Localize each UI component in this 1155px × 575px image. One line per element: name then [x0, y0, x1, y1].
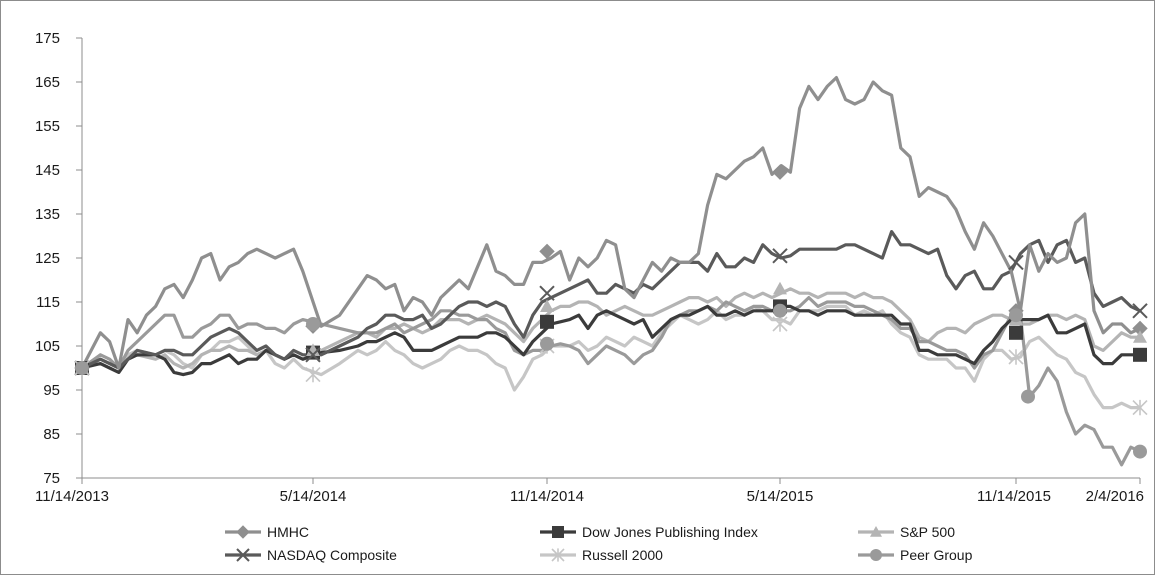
axes: 75 85 95 105 115 125 135 145 155 165 175 11/14/2013… — [35, 30, 1144, 505]
data-point-dow-jones-publishing-index — [1009, 325, 1023, 340]
legend-item-peer-group: Peer Group — [858, 547, 973, 563]
legend-label: Russell 2000 — [582, 547, 663, 563]
series-line-nasdaq-composite — [80, 230, 1142, 370]
legend-marker — [236, 525, 250, 539]
data-point-peer-group — [1021, 389, 1035, 404]
legend-marker — [552, 526, 564, 538]
data-point-peer-group — [75, 361, 89, 375]
legend-marker — [870, 549, 882, 561]
legend-item-russell-2000: Russell 2000 — [540, 547, 663, 563]
legend: HMHC Dow Jones Publishing Index S&P 500 NAS… — [225, 524, 973, 563]
data-point-s-p-500 — [773, 281, 787, 295]
legend-label: S&P 500 — [900, 524, 955, 540]
data-point-nasdaq-composite — [305, 347, 321, 363]
legend-label: Peer Group — [900, 547, 973, 563]
y-tick-label: 155 — [35, 118, 60, 135]
legend-label: Dow Jones Publishing Index — [582, 524, 758, 540]
series-markers — [74, 164, 1148, 459]
series-line-peer-group — [80, 296, 1142, 467]
data-point-s-p-500 — [1133, 330, 1147, 343]
legend-label: HMHC — [267, 524, 309, 540]
series-line-hmhc — [80, 75, 1142, 370]
data-point-peer-group — [1133, 444, 1147, 459]
data-point-s-p-500 — [306, 343, 320, 356]
y-tick-label: 85 — [43, 426, 60, 443]
legend-marker — [236, 548, 250, 562]
data-point-dow-jones-publishing-index — [1133, 347, 1147, 362]
x-tick-label: 2/4/2016 — [1086, 488, 1144, 505]
legend-label: NASDAQ Composite — [267, 547, 397, 563]
data-point-hmhc — [772, 164, 788, 180]
data-point-peer-group — [1009, 308, 1023, 323]
data-point-nasdaq-composite — [539, 285, 555, 301]
legend-item-s-p-500: S&P 500 — [858, 524, 955, 540]
data-point-nasdaq-composite — [1132, 303, 1148, 319]
series-line-russell-2000 — [80, 304, 1142, 410]
data-point-nasdaq-composite — [772, 248, 788, 264]
x-tick-label: 11/14/2013 — [35, 488, 109, 505]
y-tick-label: 115 — [36, 294, 60, 311]
data-point-peer-group — [540, 336, 554, 351]
data-point-dow-jones-publishing-index — [540, 314, 554, 329]
data-point-russell-2000 — [1132, 399, 1148, 416]
y-tick-label: 125 — [35, 250, 60, 267]
series-line-dow-jones-publishing-index — [80, 304, 1142, 377]
y-tick-label: 175 — [35, 30, 60, 47]
data-point-russell-2000 — [772, 316, 788, 332]
data-point-peer-group — [306, 317, 320, 331]
y-tick-label: 165 — [35, 74, 60, 91]
data-point-s-p-500 — [540, 299, 554, 312]
x-tick-label: 5/14/2014 — [280, 488, 347, 505]
data-point-peer-group — [773, 303, 787, 318]
legend-item-dow-jones-publishing-index: Dow Jones Publishing Index — [540, 524, 758, 540]
x-tick-label: 11/14/2015 — [977, 488, 1051, 505]
legend-item-hmhc: HMHC — [225, 524, 309, 540]
data-point-russell-2000 — [1008, 349, 1024, 365]
x-tick-label: 5/14/2015 — [747, 488, 814, 505]
x-tick-label: 11/14/2014 — [510, 488, 584, 505]
y-tick-label: 75 — [43, 470, 60, 487]
data-point-nasdaq-composite — [1008, 254, 1024, 271]
legend-item-nasdaq-composite: NASDAQ Composite — [225, 547, 397, 563]
y-tick-label: 135 — [35, 206, 60, 223]
data-point-hmhc — [539, 243, 555, 260]
series-lines — [80, 75, 1142, 467]
y-tick-label: 105 — [35, 338, 60, 355]
y-tick-label: 145 — [35, 162, 60, 179]
legend-marker — [551, 548, 565, 562]
y-tick-label: 95 — [43, 382, 60, 399]
legend-marker — [870, 526, 882, 537]
data-point-russell-2000 — [305, 366, 321, 383]
